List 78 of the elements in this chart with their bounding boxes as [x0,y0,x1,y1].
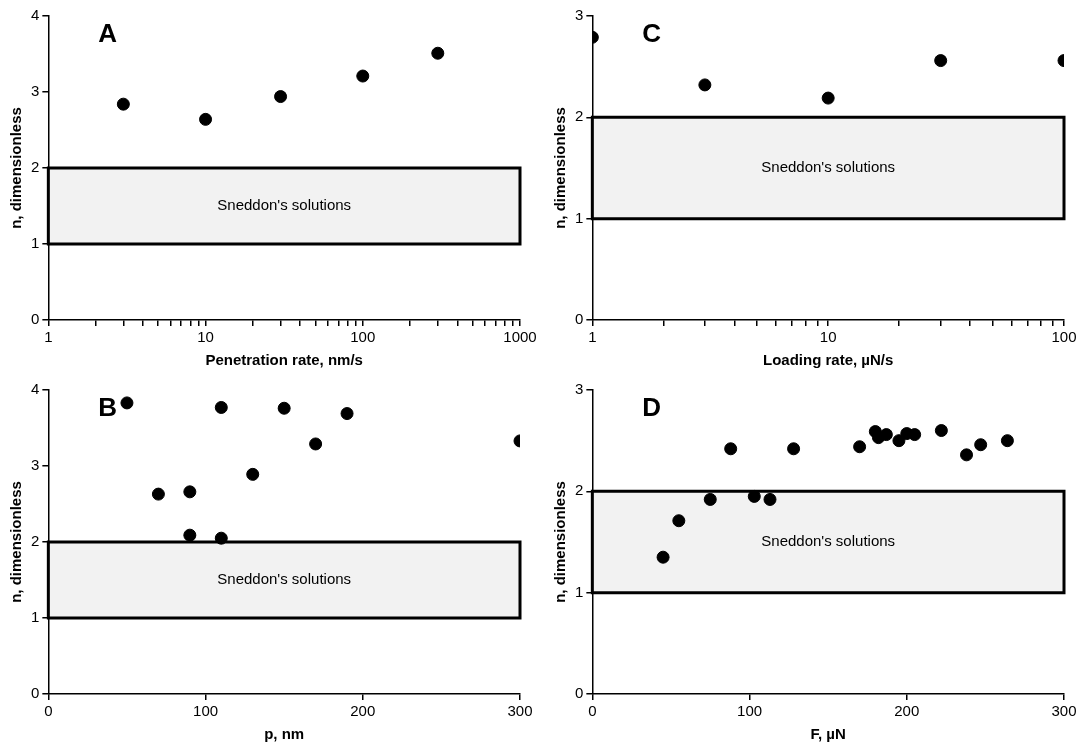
y-tick-label: 3 [575,380,584,398]
y-tick-label: 3 [31,456,40,474]
chart-title: D [642,392,662,423]
point [703,492,717,506]
point [853,440,867,454]
point [821,91,835,105]
y-tick-label: 2 [31,158,40,176]
y-tick-label: 1 [31,608,40,626]
y-tick-label: 3 [575,6,584,24]
y-axis-title: n, dimensionless [7,481,25,603]
x-axis-title: F, µN [810,725,846,743]
point [274,90,288,104]
x-tick-label: 1000 [503,328,537,346]
x-tick-label: 1 [588,328,597,346]
y-axis-title: n, dimensionless [551,107,569,229]
point [1000,434,1014,448]
x-tick-label: 100 [350,328,376,346]
y-tick-label: 4 [31,380,40,398]
y-axis-title: n, dimensionless [7,107,25,229]
point [431,46,445,60]
x-tick-label: 200 [350,702,376,720]
chart-title: C [642,18,662,49]
point [151,487,165,501]
y-tick-label: 1 [31,234,40,252]
x-tick-label: 100 [193,702,219,720]
point [960,448,974,462]
y-tick-label: 2 [31,532,40,550]
y-tick-label: 1 [575,208,584,226]
y-tick-label: 3 [31,82,40,100]
y-tick-label: 2 [575,107,584,125]
point [183,485,197,499]
point [246,467,260,481]
point [892,434,906,448]
x-tick-label: 100 [737,702,763,720]
point [116,97,130,111]
point [214,531,228,545]
x-tick-label: 0 [44,702,53,720]
point [183,528,197,542]
x-axis-title: Loading rate, µN/s [763,351,894,369]
point [787,442,801,456]
y-tick-label: 0 [575,310,584,328]
band-label: Sneddon's solutions [761,532,896,550]
x-axis-title: p, nm [264,725,305,743]
point [934,424,948,438]
x-tick-label: 100 [1051,328,1077,346]
y-tick-label: 4 [31,6,40,24]
point [214,400,228,414]
y-tick-label: 1 [575,582,584,600]
x-tick-label: 0 [588,702,597,720]
x-tick-label: 1 [44,328,53,346]
point [879,428,893,442]
point [908,428,922,442]
point [763,492,777,506]
y-tick-label: 0 [31,684,40,702]
x-axis-title: Penetration rate, nm/s [205,351,363,369]
point [120,396,134,410]
point [747,489,761,503]
point [724,442,738,456]
x-tick-label: 200 [894,702,920,720]
x-tick-label: 300 [507,702,533,720]
band-label: Sneddon's solutions [217,570,352,588]
x-tick-label: 10 [197,328,214,346]
point [672,514,686,528]
y-axis-title: n, dimensionless [551,481,569,603]
point [309,437,323,451]
point [340,407,354,421]
band-label: Sneddon's solutions [761,158,896,176]
y-tick-label: 0 [31,310,40,328]
chart-title: A [98,18,118,49]
y-tick-label: 2 [575,481,584,499]
point [277,401,291,415]
point [656,550,670,564]
x-tick-label: 10 [819,328,837,346]
band-label: Sneddon's solutions [217,196,352,214]
y-tick-label: 0 [575,684,584,702]
x-tick-label: 300 [1051,702,1077,720]
point [974,438,988,452]
chart-title: B [98,392,118,423]
